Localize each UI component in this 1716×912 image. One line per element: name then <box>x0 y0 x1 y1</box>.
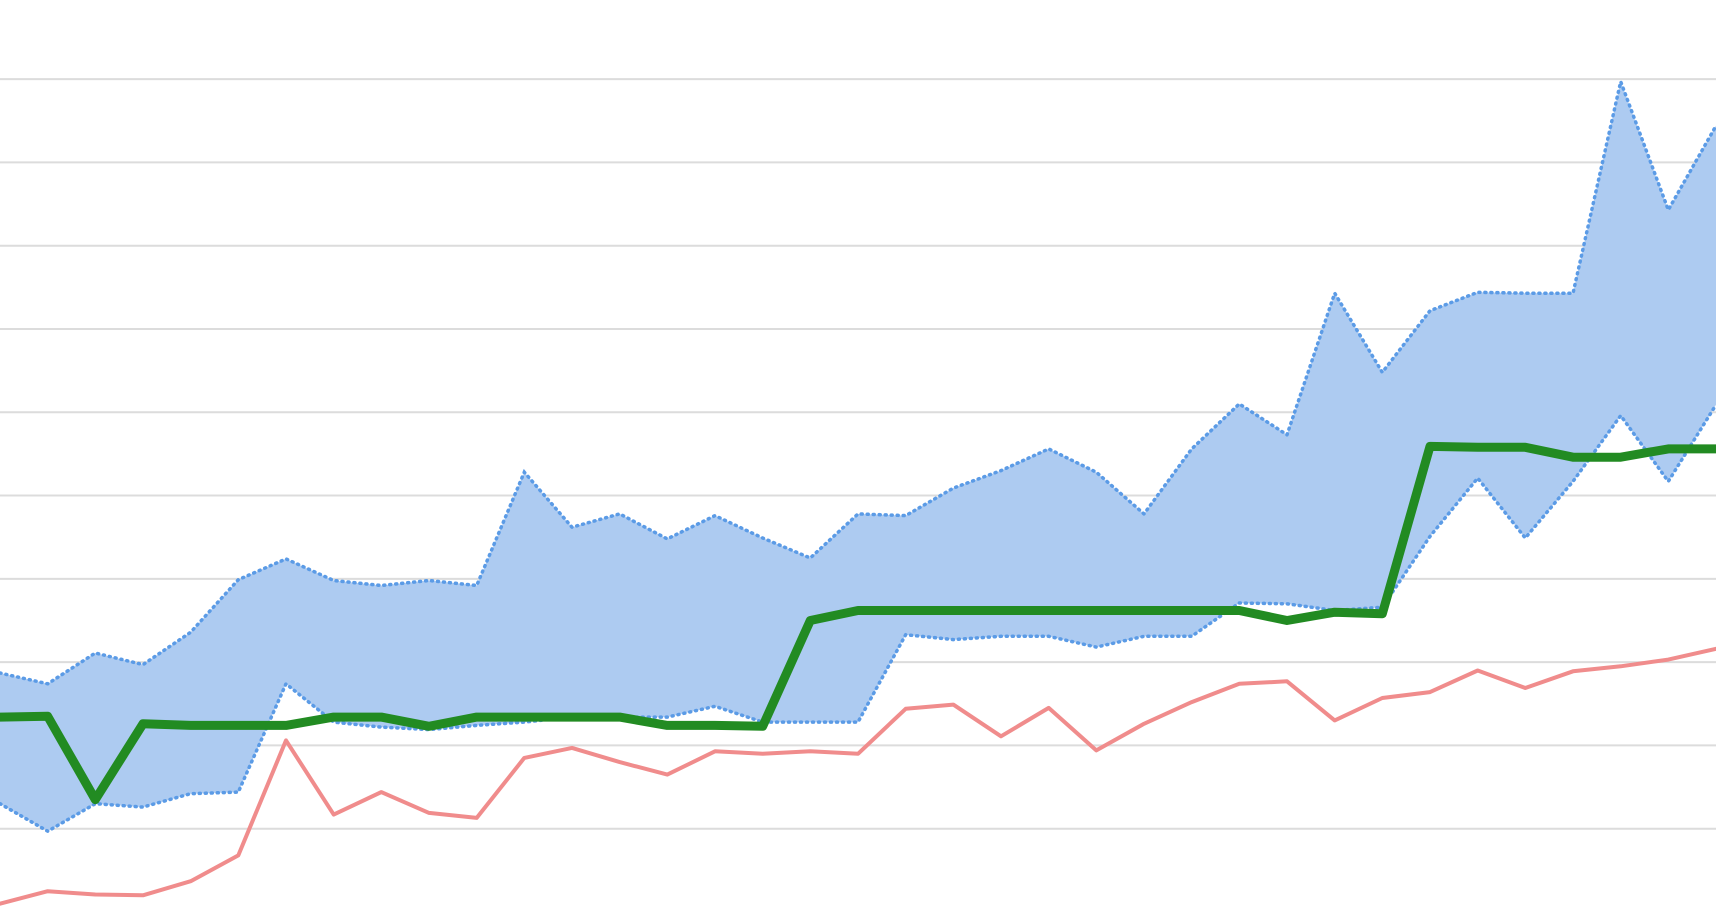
band-edge <box>0 403 1716 834</box>
band-fill <box>0 81 1716 832</box>
band-edge <box>0 75 1716 686</box>
series-line <box>0 646 1716 906</box>
series-line <box>0 441 1716 805</box>
